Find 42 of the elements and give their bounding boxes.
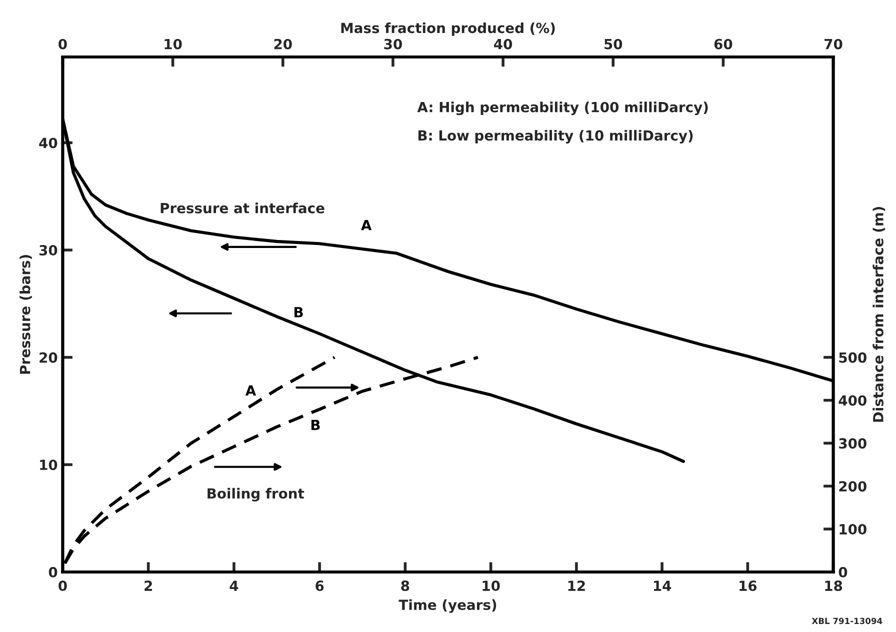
y2-tick-label: 0: [838, 566, 848, 578]
y-tick-label: 40: [39, 138, 58, 148]
series-label: B: [294, 307, 303, 318]
x-tick-label: 12: [568, 580, 585, 591]
y-axis-title: Pressure (bars): [20, 255, 32, 374]
y-tick-label: 0: [48, 566, 58, 578]
y2-tick-label: 100: [840, 524, 866, 535]
annotation: A: High permeability (100 milliDarcy): [417, 102, 708, 116]
x2-tick-label: 40: [494, 38, 512, 50]
x2-tick-label: 30: [384, 38, 402, 50]
series-label: A: [245, 385, 256, 396]
annotation: Boiling front: [208, 488, 304, 502]
x2-tick-label: 70: [824, 38, 842, 50]
series-label: A: [361, 220, 372, 230]
y-tick-label: 20: [40, 352, 58, 363]
x2-tick-label: 0: [58, 38, 67, 50]
x2-tick-label: 20: [274, 38, 292, 50]
x2-tick-label: 10: [164, 38, 182, 50]
x-axis-title: Time (years): [398, 599, 496, 613]
y-tick-label: 30: [39, 245, 58, 256]
text: XBL 791-13094: [812, 618, 882, 624]
y-tick-label: 10: [40, 460, 58, 470]
annotation: Pressure at interface: [160, 202, 324, 214]
x-tick-label: 0: [58, 580, 67, 592]
x2-axis-title: Mass fraction produced (%): [341, 22, 555, 36]
x-tick-label: 8: [401, 580, 410, 592]
x2-tick-label: 50: [604, 38, 622, 50]
x-tick-label: 14: [654, 580, 672, 591]
annotation: B: Low permeability (10 milliDarcy): [418, 130, 693, 144]
y2-tick-label: 500: [839, 352, 866, 363]
x-tick-label: 10: [482, 580, 500, 592]
x2-tick-label: 60: [714, 38, 732, 50]
x-tick-label: 18: [825, 580, 842, 592]
x-tick-label: 6: [316, 580, 324, 592]
x-tick-label: 2: [144, 580, 152, 591]
y2-tick-label: 200: [839, 481, 866, 492]
x-tick-label: 16: [740, 580, 757, 592]
y2-tick-label: 400: [838, 395, 866, 406]
x-tick-label: 4: [230, 580, 238, 591]
y2-axis-title: Distance from interface (m): [872, 206, 886, 422]
series-label: B: [311, 420, 320, 430]
y2-tick-label: 300: [839, 438, 866, 449]
